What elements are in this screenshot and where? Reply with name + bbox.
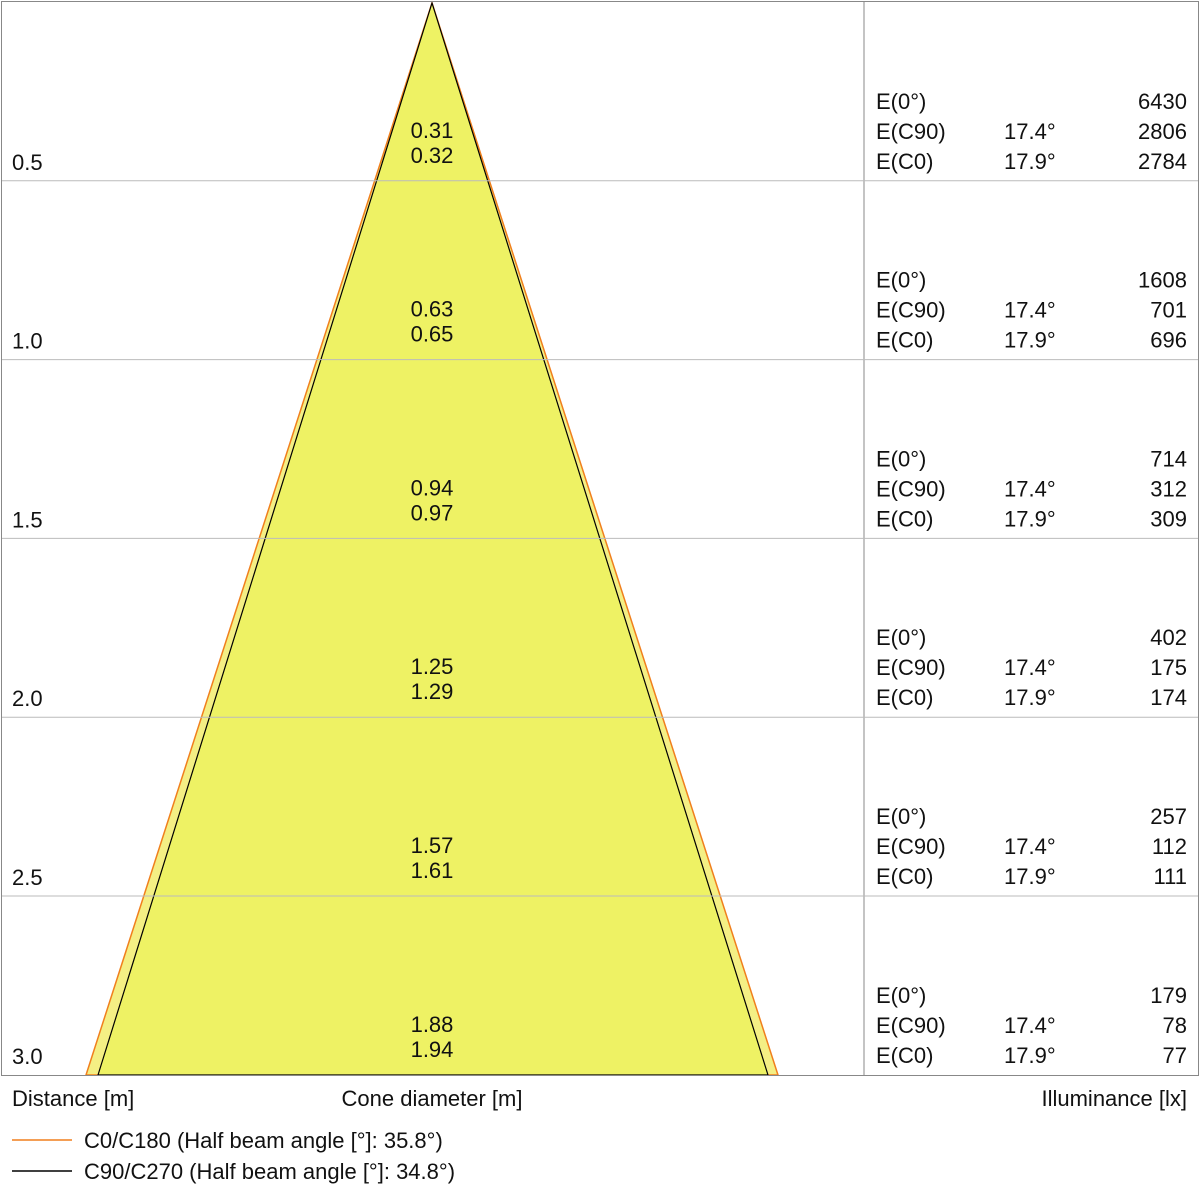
e-value: 179 — [1150, 983, 1187, 1008]
e-value: 257 — [1150, 804, 1187, 829]
e-label: E(C0) — [876, 328, 933, 353]
e-angle: 17.9° — [1004, 1043, 1056, 1068]
e-value: 714 — [1150, 446, 1187, 471]
e-value: 312 — [1150, 476, 1187, 501]
diameter-c0: 0.32 — [411, 143, 454, 168]
e-angle: 17.4° — [1004, 476, 1056, 501]
diameter-c0: 1.29 — [411, 679, 454, 704]
e-value: 1608 — [1138, 268, 1187, 293]
e-angle: 17.9° — [1004, 149, 1056, 174]
e-label: E(0°) — [876, 804, 926, 829]
e-value: 309 — [1150, 506, 1187, 531]
e-angle: 17.4° — [1004, 119, 1056, 144]
e-value: 112 — [1152, 834, 1187, 859]
e-label: E(C90) — [876, 834, 946, 859]
e-value: 6430 — [1138, 89, 1187, 114]
diameter-c0: 0.65 — [411, 322, 454, 347]
e-value: 701 — [1150, 298, 1187, 323]
e-label: E(0°) — [876, 268, 926, 293]
e-value: 175 — [1150, 655, 1187, 680]
e-label: E(C90) — [876, 655, 946, 680]
e-value: 78 — [1163, 1013, 1187, 1038]
e-value: 111 — [1154, 864, 1187, 889]
e-label: E(C90) — [876, 119, 946, 144]
e-angle: 17.4° — [1004, 298, 1056, 323]
diameter-c0: 0.97 — [411, 500, 454, 525]
e-angle: 17.9° — [1004, 506, 1056, 531]
distance-label: Distance [m] — [12, 1086, 134, 1111]
e-label: E(0°) — [876, 446, 926, 471]
legend-label: C0/C180 (Half beam angle [°]: 35.8°) — [84, 1128, 443, 1153]
e-value: 2806 — [1138, 119, 1187, 144]
distance: 2.5 — [12, 865, 43, 890]
diameter-c90: 0.63 — [411, 297, 454, 322]
illuminance-label: Illuminance [lx] — [1041, 1086, 1187, 1111]
diameter-c90: 1.25 — [411, 654, 454, 679]
diameter-c0: 1.61 — [411, 858, 454, 883]
diameter-c90: 0.94 — [411, 475, 454, 500]
e-value: 174 — [1150, 685, 1187, 710]
e-value: 77 — [1163, 1043, 1187, 1068]
e-label: E(0°) — [876, 89, 926, 114]
distance: 0.5 — [12, 150, 43, 175]
legend-label: C90/C270 (Half beam angle [°]: 34.8°) — [84, 1159, 455, 1184]
e-label: E(C90) — [876, 1013, 946, 1038]
e-label: E(C0) — [876, 149, 933, 174]
e-value: 696 — [1150, 328, 1187, 353]
e-label: E(C0) — [876, 1043, 933, 1068]
e-label: E(C0) — [876, 864, 933, 889]
e-angle: 17.9° — [1004, 328, 1056, 353]
frame — [1, 1, 1199, 1076]
distance: 1.5 — [12, 507, 43, 532]
distance: 2.0 — [12, 686, 43, 711]
diameter-c0: 1.94 — [411, 1037, 454, 1062]
diameter-c90: 0.31 — [411, 118, 454, 143]
diameter-c90: 1.88 — [411, 1012, 454, 1037]
e-label: E(C90) — [876, 476, 946, 501]
diameter-c90: 1.57 — [411, 833, 454, 858]
distance: 3.0 — [12, 1044, 43, 1069]
e-angle: 17.4° — [1004, 1013, 1056, 1038]
e-value: 402 — [1150, 625, 1187, 650]
e-angle: 17.4° — [1004, 655, 1056, 680]
e-label: E(C90) — [876, 298, 946, 323]
e-angle: 17.9° — [1004, 864, 1056, 889]
e-label: E(0°) — [876, 625, 926, 650]
e-label: E(C0) — [876, 506, 933, 531]
e-label: E(0°) — [876, 983, 926, 1008]
e-angle: 17.4° — [1004, 834, 1056, 859]
distance: 1.0 — [12, 329, 43, 354]
e-value: 2784 — [1138, 149, 1187, 174]
e-angle: 17.9° — [1004, 685, 1056, 710]
cone-label: Cone diameter [m] — [342, 1086, 523, 1111]
e-label: E(C0) — [876, 685, 933, 710]
